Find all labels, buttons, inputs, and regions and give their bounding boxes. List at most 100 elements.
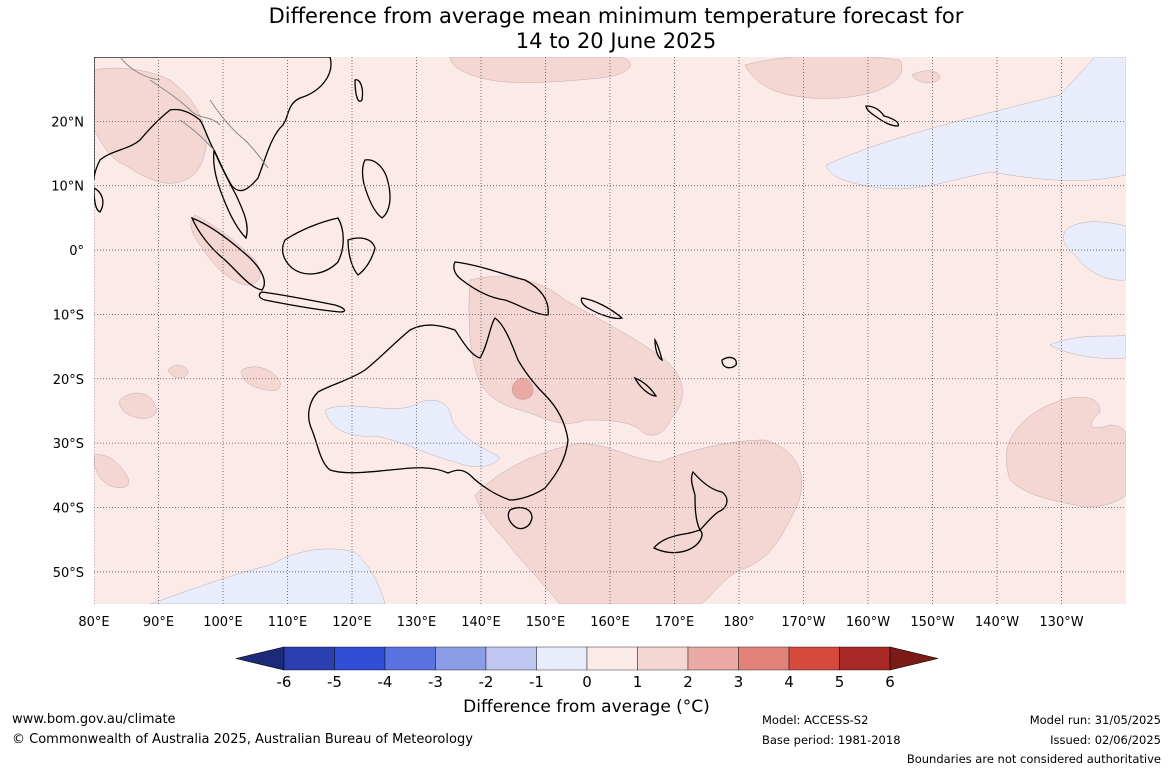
colorbar-tick-label: -3	[428, 673, 443, 691]
latitude-tick-label: 50°S	[53, 566, 84, 581]
warm-region-small-3	[911, 70, 941, 84]
colorbar-title: Difference from average (°C)	[463, 697, 710, 717]
longitude-tick-label: 140°E	[461, 615, 501, 630]
longitude-tick-label: 160°W	[846, 615, 890, 630]
copyright-text: © Commonwealth of Australia 2025, Austra…	[12, 732, 473, 747]
colorbar-segment	[485, 646, 537, 671]
cool-region-north-pacific	[825, 57, 1126, 189]
title-line-1: Difference from average mean minimum tem…	[268, 4, 964, 28]
colorbar-tick-label: 1	[633, 673, 643, 691]
colorbar-tick-label: 6	[885, 673, 895, 691]
longitude-tick-label: 170°W	[781, 615, 825, 630]
warm-region-east-pacific-south	[1006, 397, 1126, 508]
hot-spot-queensland	[511, 378, 534, 400]
country-border-1	[209, 99, 269, 169]
taiwan-coastline	[354, 79, 364, 102]
cool-region-southern-indian	[149, 548, 386, 604]
warm-region-indian-ocean	[119, 392, 157, 419]
title-line-2: 14 to 20 June 2025	[515, 29, 717, 53]
sri-lanka-coastline	[94, 187, 104, 213]
colorbar-tick-label: 5	[835, 673, 845, 691]
solomon-islands	[580, 297, 624, 320]
boundaries-note: Boundaries are not considered authoritat…	[906, 752, 1161, 766]
colorbar-tick-label: -5	[327, 673, 342, 691]
longitude-tick-label: 170°E	[655, 615, 695, 630]
latitude-labels: 20°N 10°N 0° 10°S 20°S 30°S 40°S 50°S	[51, 115, 84, 580]
colorbar-tick-label: 0	[582, 673, 592, 691]
vanuatu-islands	[654, 337, 663, 362]
fiji-islands	[721, 356, 737, 369]
sumatra-coastline	[190, 216, 265, 291]
borneo-coastline	[281, 217, 344, 275]
website-text: www.bom.gov.au/climate	[12, 712, 176, 727]
model-run-text: Model run: 31/05/2025	[1029, 713, 1161, 727]
colorbar-arrow-right	[889, 646, 939, 671]
latitude-tick-label: 10°S	[53, 308, 84, 323]
colorbar: -6 -5 -4 -3 -2 -1 0 1 2 3 4 5 6	[235, 646, 939, 691]
longitude-tick-label: 160°E	[590, 615, 630, 630]
longitude-tick-label: 150°W	[910, 615, 954, 630]
colorbar-segment	[738, 646, 790, 671]
colorbar-tick-label: -2	[479, 673, 494, 691]
colorbar-segment	[435, 646, 487, 671]
colorbar-segment	[839, 646, 891, 671]
colorbar-segment	[334, 646, 386, 671]
colorbar-tick-label: -6	[277, 673, 292, 691]
longitude-tick-label: 130°E	[397, 615, 437, 630]
colorbar-tick-label: -4	[378, 673, 393, 691]
java-coastline	[258, 291, 346, 313]
colorbar-tick-label: -1	[529, 673, 544, 691]
new-zealand-north-coastline	[690, 470, 728, 532]
gridlines	[94, 57, 1126, 604]
longitude-tick-label: 120°E	[332, 615, 372, 630]
hawaii-islands	[865, 105, 899, 127]
colorbar-segment	[586, 646, 638, 671]
australia-coastline	[308, 317, 569, 501]
country-border-2	[179, 119, 215, 151]
cool-region-western-australia	[324, 399, 501, 467]
latitude-tick-label: 20°S	[53, 373, 84, 388]
colorbar-tick-label: 2	[683, 673, 693, 691]
longitude-tick-label: 140°W	[975, 615, 1019, 630]
cool-region-east-pacific-south	[1049, 334, 1126, 359]
warm-region-north-pacific	[744, 57, 903, 99]
colorbar-arrow-left	[235, 646, 285, 671]
country-border-0	[149, 79, 221, 126]
new-zealand-south-coastline	[653, 529, 703, 554]
colorbar-segment	[384, 646, 436, 671]
colorbar-segment	[687, 646, 739, 671]
longitude-labels: 80°E 90°E 100°E 110°E 120°E 130°E 140°E 150°E 16…	[78, 615, 1083, 630]
colorbar-segment	[788, 646, 840, 671]
new-caledonia	[633, 376, 658, 397]
latitude-tick-label: 40°S	[53, 501, 84, 516]
anomaly-regions	[94, 57, 1126, 604]
colorbar-segment	[283, 646, 335, 671]
longitude-tick-label: 110°E	[268, 615, 308, 630]
colorbar-segment	[536, 646, 588, 671]
base-period-text: Base period: 1981-2018	[762, 733, 901, 747]
warm-region-small-1	[241, 366, 281, 391]
longitude-tick-label: 180°	[723, 615, 754, 630]
sulawesi-coastline	[347, 237, 376, 276]
warm-region-sumatra	[190, 214, 261, 286]
longitude-tick-label: 130°W	[1039, 615, 1083, 630]
latitude-tick-label: 30°S	[53, 437, 84, 452]
colorbar-tick-label: 4	[784, 673, 794, 691]
country-border-3	[119, 57, 161, 81]
latitude-tick-label: 10°N	[51, 180, 84, 195]
longitude-tick-label: 150°E	[526, 615, 566, 630]
issued-text: Issued: 02/06/2025	[1050, 733, 1161, 747]
warm-region-tasman-southern-ocean	[474, 439, 802, 604]
malay-peninsula-coastline	[212, 149, 248, 240]
cool-region-central-pacific-east	[1063, 221, 1126, 281]
tasmania-coastline	[507, 507, 533, 530]
colorbar-tick-label: 3	[734, 673, 744, 691]
warm-region-north-central	[449, 57, 631, 83]
landmasses	[94, 57, 899, 554]
warm-region-small-2	[167, 365, 189, 379]
latitude-tick-label: 20°N	[51, 115, 84, 130]
longitude-tick-label: 90°E	[143, 615, 174, 630]
latitude-tick-label: 0°	[69, 244, 84, 259]
chart-title: Difference from average mean minimum tem…	[0, 4, 1173, 54]
